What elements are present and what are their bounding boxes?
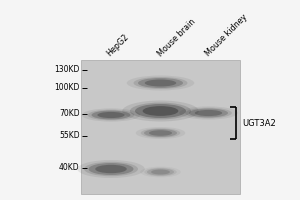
- Text: 40KD: 40KD: [59, 163, 80, 172]
- Text: UGT3A2: UGT3A2: [242, 118, 276, 128]
- Ellipse shape: [127, 75, 194, 90]
- Text: Mouse kidney: Mouse kidney: [204, 12, 249, 58]
- Ellipse shape: [143, 106, 178, 116]
- Ellipse shape: [195, 110, 222, 116]
- FancyBboxPatch shape: [81, 60, 240, 194]
- Ellipse shape: [134, 77, 188, 89]
- Ellipse shape: [185, 108, 232, 118]
- Ellipse shape: [145, 79, 176, 86]
- Ellipse shape: [88, 163, 134, 175]
- Ellipse shape: [95, 165, 127, 173]
- Ellipse shape: [77, 160, 145, 178]
- Ellipse shape: [189, 109, 228, 117]
- Text: 70KD: 70KD: [59, 109, 80, 118]
- Ellipse shape: [92, 111, 130, 119]
- Text: 55KD: 55KD: [59, 132, 80, 140]
- Ellipse shape: [136, 127, 185, 139]
- Text: Mouse brain: Mouse brain: [156, 17, 197, 58]
- Text: 100KD: 100KD: [54, 83, 80, 92]
- Ellipse shape: [84, 162, 138, 176]
- Ellipse shape: [122, 100, 199, 122]
- Ellipse shape: [144, 168, 177, 176]
- Ellipse shape: [141, 128, 180, 138]
- Ellipse shape: [149, 130, 172, 136]
- Ellipse shape: [130, 103, 191, 119]
- Ellipse shape: [135, 104, 186, 118]
- Ellipse shape: [144, 129, 177, 137]
- Ellipse shape: [151, 169, 170, 175]
- Ellipse shape: [88, 110, 134, 120]
- Ellipse shape: [138, 78, 183, 88]
- Ellipse shape: [179, 106, 238, 120]
- Text: HepG2: HepG2: [105, 32, 130, 58]
- Text: 130KD: 130KD: [54, 66, 80, 74]
- Ellipse shape: [147, 168, 174, 176]
- Ellipse shape: [97, 112, 125, 118]
- Ellipse shape: [82, 108, 140, 122]
